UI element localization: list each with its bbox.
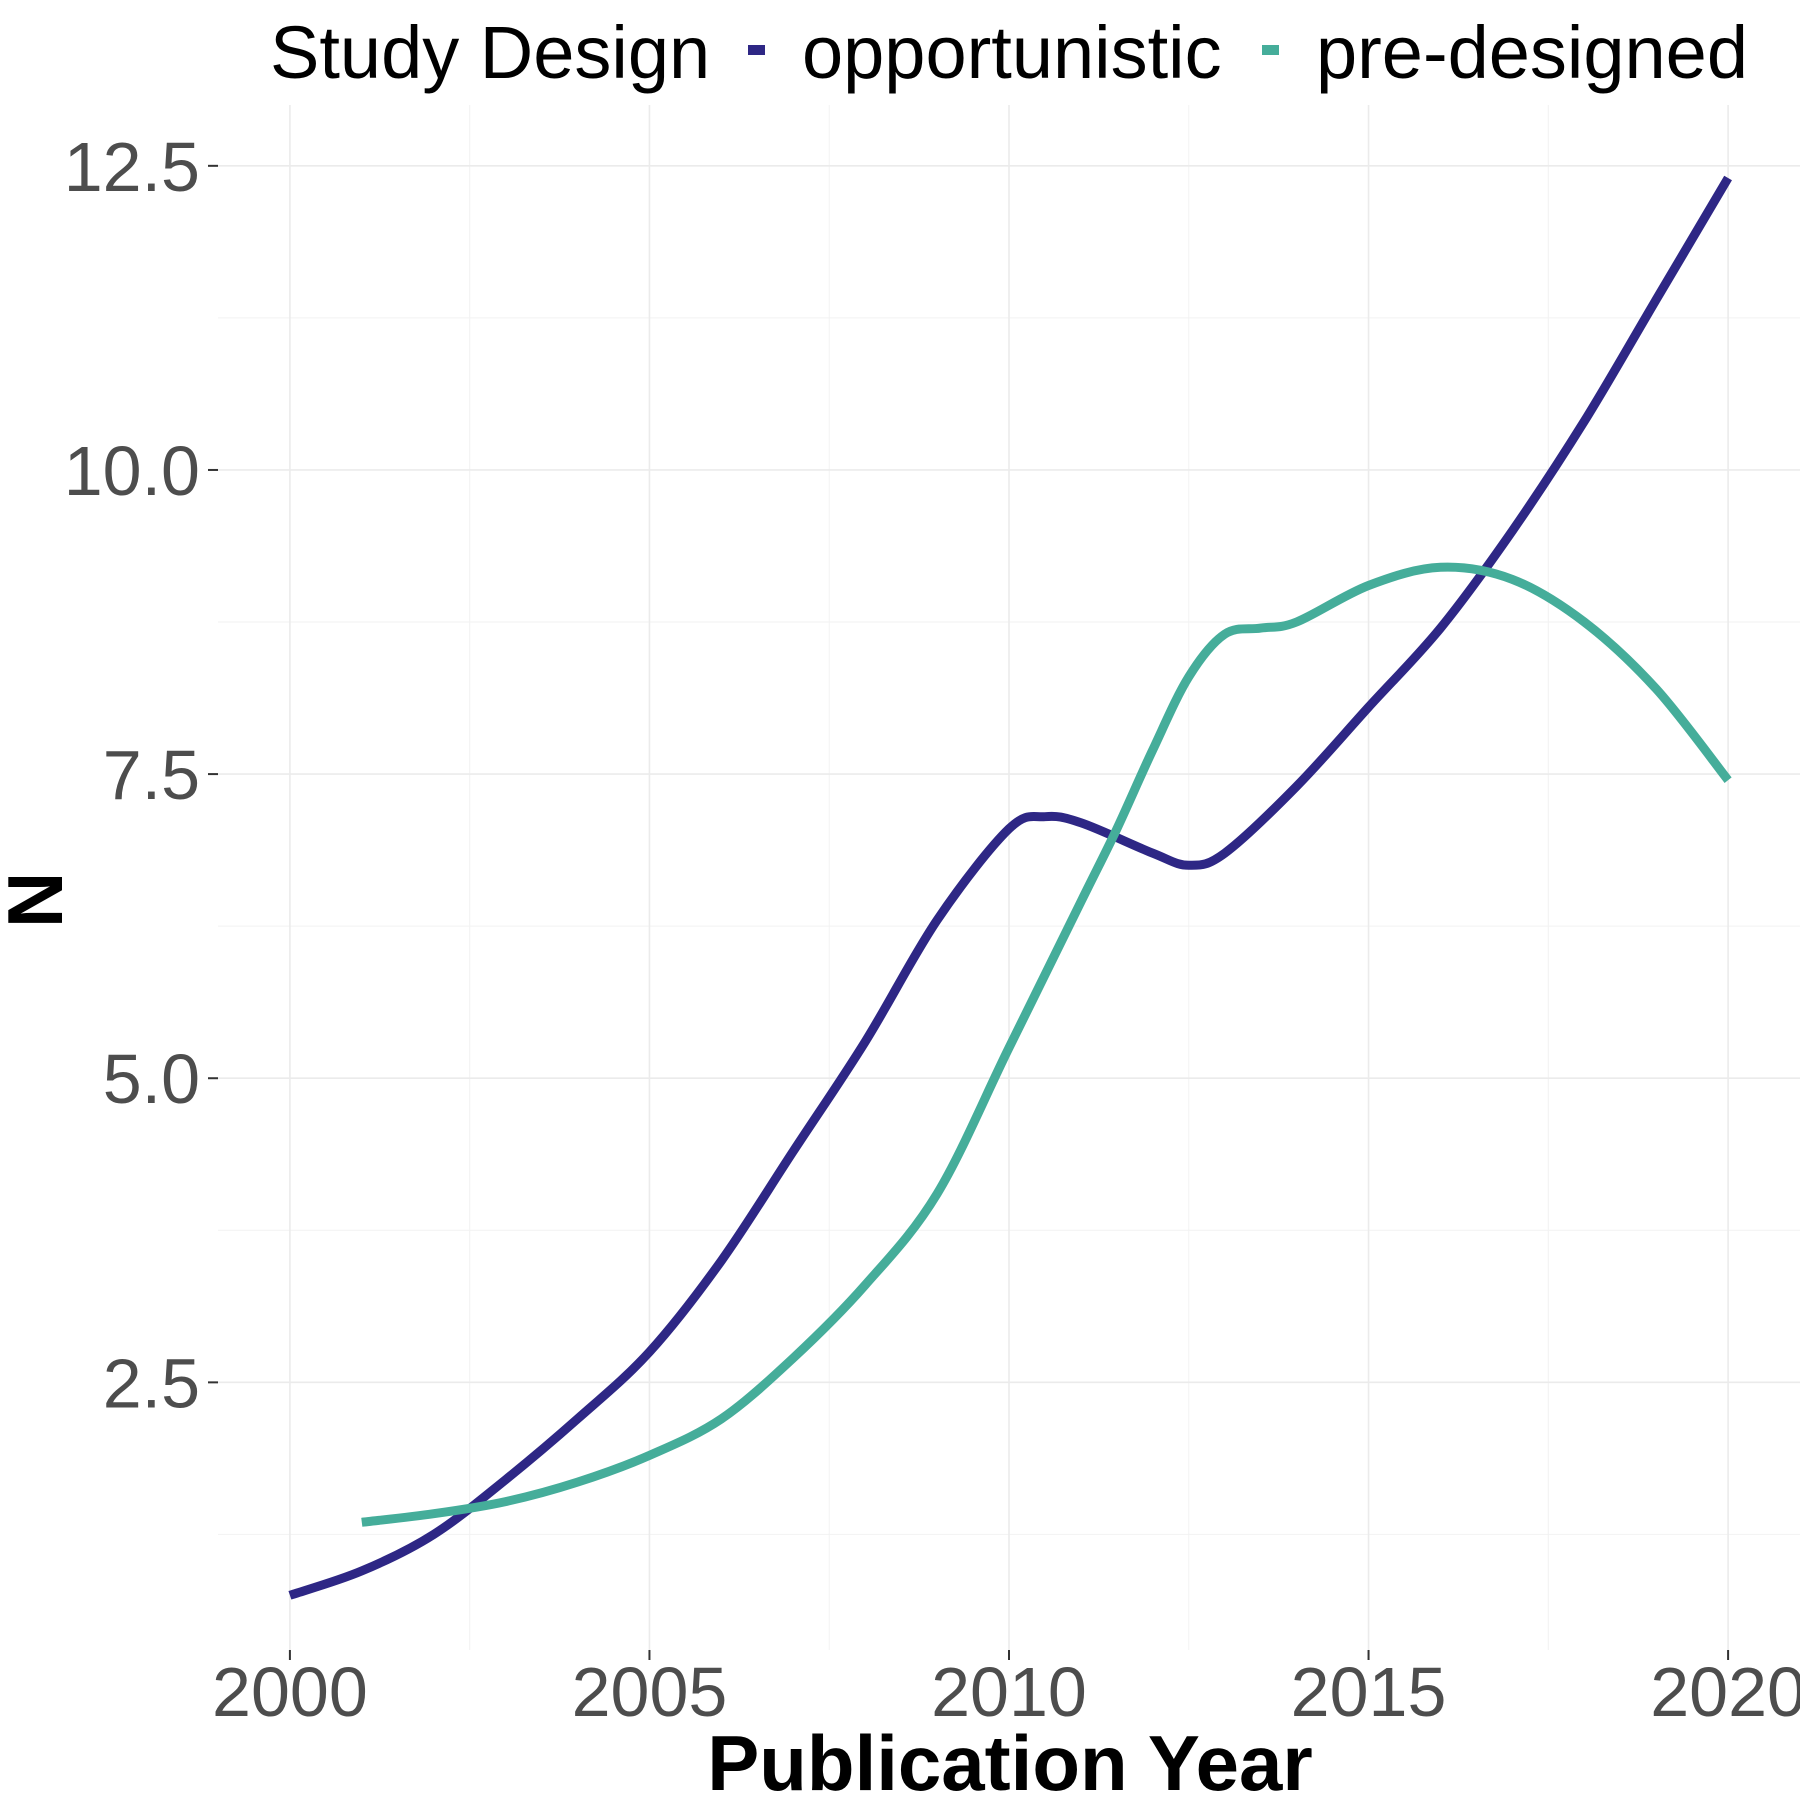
legend: Study Design opportunistic pre-designed — [270, 11, 1748, 94]
y-tick-label: 12.5 — [64, 128, 200, 206]
y-tick-label: 10.0 — [64, 432, 200, 510]
legend-key-pre-designed — [1262, 45, 1279, 55]
x-tick-label: 2010 — [931, 1653, 1087, 1731]
legend-label-opportunistic: opportunistic — [802, 11, 1222, 94]
x-tick-label: 2015 — [1291, 1653, 1447, 1731]
y-tick-label: 2.5 — [103, 1344, 200, 1422]
legend-key-opportunistic — [748, 45, 765, 55]
y-axis: 2.5 5.0 7.5 10.0 12.5 — [64, 128, 218, 1422]
series-layer — [288, 175, 1732, 1600]
series-line-opportunistic — [288, 175, 1732, 1600]
y-tick-label: 7.5 — [103, 736, 200, 814]
y-axis-title: N — [0, 872, 79, 928]
series-line-pre-designed — [361, 562, 1732, 1527]
x-axis: 2000 2005 2010 2015 2020 — [212, 1650, 1800, 1731]
major-gridlines-x — [289, 105, 1729, 1650]
legend-label-pre-designed: pre-designed — [1316, 11, 1748, 94]
y-tick-label: 5.0 — [103, 1040, 200, 1118]
x-tick-label: 2020 — [1650, 1653, 1800, 1731]
x-tick-label: 2005 — [572, 1653, 728, 1731]
x-axis-title: Publication Year — [707, 1719, 1312, 1800]
legend-title: Study Design — [270, 11, 710, 94]
x-tick-label: 2000 — [212, 1653, 368, 1731]
minor-gridlines-x — [469, 105, 1549, 1650]
